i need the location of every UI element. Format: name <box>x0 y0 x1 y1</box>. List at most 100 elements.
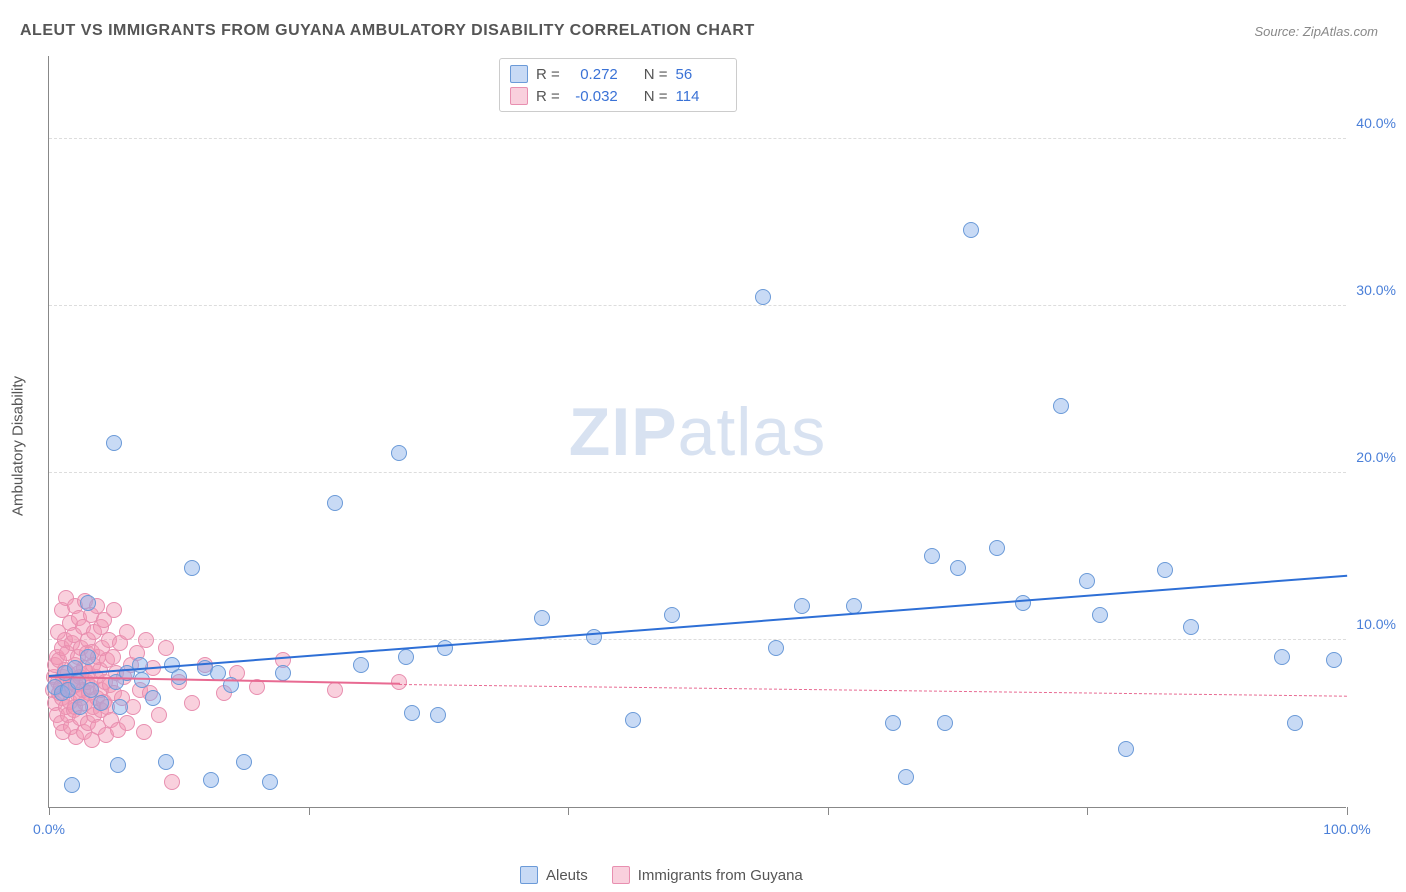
y-tick-label: 10.0% <box>1350 616 1396 632</box>
y-axis-title: Ambulatory Disability <box>10 376 27 516</box>
n-label: N = <box>644 66 668 83</box>
data-point <box>236 754 252 770</box>
legend-item: Aleuts <box>520 866 588 884</box>
data-point <box>203 772 219 788</box>
n-value: 56 <box>676 66 726 83</box>
data-point <box>794 598 810 614</box>
legend-swatch <box>510 65 528 83</box>
x-tick <box>1347 807 1348 815</box>
data-point <box>1053 398 1069 414</box>
data-point <box>327 495 343 511</box>
legend-item: Immigrants from Guyana <box>612 866 803 884</box>
y-tick-label: 20.0% <box>1350 449 1396 465</box>
data-point <box>1287 715 1303 731</box>
data-point <box>93 695 109 711</box>
r-label: R = <box>536 66 560 83</box>
x-tick <box>1087 807 1088 815</box>
trend-line <box>399 684 1347 697</box>
data-point <box>134 672 150 688</box>
data-point <box>119 715 135 731</box>
scatter-plot: ZIPatlas R =0.272N =56R =-0.032N =114 10… <box>48 56 1346 808</box>
watermark-bold: ZIP <box>569 394 678 470</box>
data-point <box>353 657 369 673</box>
data-point <box>1274 649 1290 665</box>
x-tick <box>309 807 310 815</box>
chart-source: Source: ZipAtlas.com <box>1254 24 1378 39</box>
data-point <box>1092 607 1108 623</box>
x-tick <box>828 807 829 815</box>
n-value: 114 <box>676 88 726 105</box>
data-point <box>404 705 420 721</box>
data-point <box>106 602 122 618</box>
data-point <box>1079 573 1095 589</box>
data-point <box>72 699 88 715</box>
r-value: 0.272 <box>568 66 618 83</box>
data-point <box>184 560 200 576</box>
legend-label: Aleuts <box>546 867 588 884</box>
legend-swatch <box>510 87 528 105</box>
data-point <box>138 632 154 648</box>
data-point <box>1015 595 1031 611</box>
data-point <box>262 774 278 790</box>
data-point <box>64 777 80 793</box>
data-point <box>80 595 96 611</box>
watermark: ZIPatlas <box>569 393 826 471</box>
data-point <box>937 715 953 731</box>
x-tick <box>568 807 569 815</box>
data-point <box>327 682 343 698</box>
data-point <box>398 649 414 665</box>
data-point <box>171 669 187 685</box>
data-point <box>1326 652 1342 668</box>
legend-series: Aleuts Immigrants from Guyana <box>520 866 803 884</box>
x-tick <box>49 807 50 815</box>
gridline-h <box>49 472 1346 473</box>
x-tick-label: 0.0% <box>33 821 65 837</box>
data-point <box>158 640 174 656</box>
legend-label: Immigrants from Guyana <box>638 867 803 884</box>
data-point <box>755 289 771 305</box>
data-point <box>275 665 291 681</box>
chart-title: ALEUT VS IMMIGRANTS FROM GUYANA AMBULATO… <box>20 22 755 40</box>
trend-line <box>49 574 1347 676</box>
legend-swatch <box>612 866 630 884</box>
data-point <box>80 649 96 665</box>
data-point <box>950 560 966 576</box>
data-point <box>885 715 901 731</box>
data-point <box>132 657 148 673</box>
data-point <box>164 774 180 790</box>
data-point <box>437 640 453 656</box>
x-tick-label: 100.0% <box>1323 821 1370 837</box>
data-point <box>1157 562 1173 578</box>
data-point <box>145 690 161 706</box>
data-point <box>534 610 550 626</box>
legend-stats: R = 0.272 N = 56 R = -0.032 N = 114 <box>499 58 737 112</box>
data-point <box>924 548 940 564</box>
r-value: -0.032 <box>568 88 618 105</box>
data-point <box>586 629 602 645</box>
y-tick-label: 30.0% <box>1350 282 1396 298</box>
legend-stat-row: R = -0.032 N = 114 <box>510 85 726 107</box>
gridline-h <box>49 639 1346 640</box>
y-tick-label: 40.0% <box>1350 115 1396 131</box>
data-point <box>110 757 126 773</box>
gridline-h <box>49 305 1346 306</box>
gridline-h <box>49 138 1346 139</box>
data-point <box>184 695 200 711</box>
legend-stat-row: R = 0.272 N = 56 <box>510 63 726 85</box>
data-point <box>768 640 784 656</box>
data-point <box>151 707 167 723</box>
legend-swatch <box>520 866 538 884</box>
data-point <box>1183 619 1199 635</box>
data-point <box>136 724 152 740</box>
data-point <box>430 707 446 723</box>
data-point <box>119 624 135 640</box>
data-point <box>158 754 174 770</box>
watermark-rest: atlas <box>678 394 827 470</box>
data-point <box>989 540 1005 556</box>
data-point <box>664 607 680 623</box>
data-point <box>963 222 979 238</box>
data-point <box>112 699 128 715</box>
r-label: R = <box>536 88 560 105</box>
data-point <box>1118 741 1134 757</box>
n-label: N = <box>644 88 668 105</box>
